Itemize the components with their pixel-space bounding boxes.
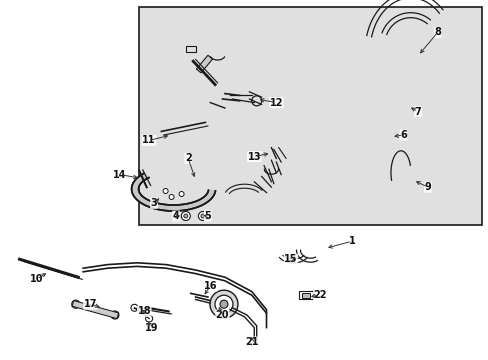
Text: 3: 3 (150, 198, 157, 208)
Circle shape (179, 192, 183, 197)
Bar (301, 293, 309, 298)
Text: 2: 2 (184, 153, 191, 163)
Text: 10: 10 (30, 274, 43, 284)
Text: 14: 14 (113, 170, 126, 180)
Circle shape (183, 214, 187, 218)
Text: 1: 1 (348, 236, 355, 246)
Circle shape (111, 311, 119, 319)
Text: 15: 15 (284, 254, 297, 264)
Text: 20: 20 (215, 310, 229, 320)
Text: 7: 7 (414, 107, 421, 117)
Circle shape (220, 300, 227, 308)
Text: 13: 13 (247, 152, 261, 162)
Text: 4: 4 (172, 211, 179, 221)
Text: 18: 18 (137, 306, 151, 316)
Bar (139, 7, 481, 225)
Bar (185, 46, 195, 51)
Text: 5: 5 (204, 211, 211, 221)
Text: 19: 19 (144, 323, 158, 333)
Text: 9: 9 (424, 182, 430, 192)
Bar (196, 55, 212, 73)
Circle shape (72, 300, 80, 308)
Text: 22: 22 (313, 290, 326, 300)
Circle shape (145, 315, 152, 322)
Circle shape (201, 214, 204, 218)
Text: 11: 11 (142, 135, 156, 145)
Text: 21: 21 (244, 337, 258, 347)
Circle shape (181, 212, 190, 220)
Circle shape (198, 212, 207, 220)
Circle shape (209, 290, 238, 318)
Circle shape (215, 295, 232, 313)
Text: 16: 16 (203, 281, 217, 291)
Text: 12: 12 (269, 98, 283, 108)
Text: 17: 17 (83, 299, 97, 309)
Polygon shape (131, 174, 215, 211)
Text: 6: 6 (399, 130, 406, 140)
Circle shape (131, 304, 138, 311)
Bar (298, 291, 312, 299)
Text: 8: 8 (433, 27, 440, 37)
Circle shape (169, 194, 174, 199)
Circle shape (163, 189, 168, 194)
